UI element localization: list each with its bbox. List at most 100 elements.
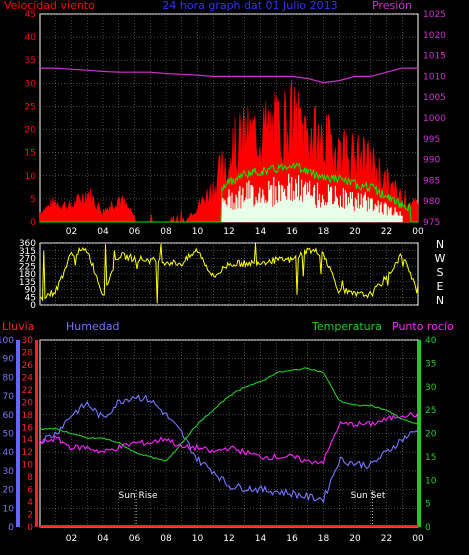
top-x-tick: 02 (66, 227, 77, 237)
top-right-tick: 1005 (423, 93, 446, 103)
rain-tick: 28 (22, 348, 34, 358)
temp-tick: 0 (425, 523, 431, 533)
bot-x-tick: 06 (129, 534, 141, 544)
top-x-tick: 00 (412, 227, 424, 237)
temp-tick: 5 (425, 500, 431, 510)
top-right-tick: 1025 (423, 10, 446, 20)
bot-x-tick: 10 (192, 534, 204, 544)
compass-label: N (436, 238, 444, 251)
rain-tick: 16 (22, 423, 34, 433)
pressure-series (40, 67, 418, 84)
temp-tick: 30 (425, 383, 437, 393)
humidity-tick: 60 (3, 411, 15, 421)
wind-gust-series (40, 161, 418, 223)
dewpoint-series (39, 411, 419, 465)
rain-tick: 10 (22, 461, 34, 471)
rain-tick: 6 (27, 486, 33, 496)
wind-pressure-chart: 0510152025303540459759809859909951000100… (25, 10, 447, 237)
top-right-tick: 1000 (423, 114, 446, 124)
compass-label: E (437, 280, 444, 293)
temp-tick: 10 (425, 476, 437, 486)
top-left-tick: 5 (30, 195, 36, 205)
top-left-tick: 20 (25, 126, 37, 136)
humidity-tick: 90 (3, 355, 15, 365)
mid-left-tick: 135 (19, 278, 36, 288)
top-left-tick: 35 (25, 56, 36, 66)
bot-x-tick: 12 (223, 534, 234, 544)
mid-left-tick: 90 (25, 286, 37, 296)
top-right-tick: 1020 (423, 31, 446, 41)
rain-tick: 8 (27, 473, 33, 483)
bot-x-tick: 22 (381, 534, 392, 544)
temp-tick: 40 (425, 336, 437, 346)
temperature-series (39, 367, 419, 462)
mid-left-tick: 225 (19, 262, 36, 272)
compass-label: N (436, 294, 444, 307)
wind-direction-series (39, 243, 419, 304)
sunset-annotation: Sun Set (351, 491, 386, 501)
mid-left-tick: 360 (19, 239, 36, 249)
humidity-tick: 20 (3, 486, 15, 496)
top-x-tick: 18 (318, 227, 330, 237)
humidity-tick: 30 (3, 467, 15, 477)
rain-tick: 2 (27, 511, 33, 521)
top-right-tick: 990 (423, 156, 440, 166)
rain-tick: 24 (22, 373, 34, 383)
mid-left-tick: 0 (30, 301, 36, 311)
rain-tick: 18 (22, 411, 34, 421)
bot-x-tick: 14 (255, 534, 267, 544)
pressure-label: Presión (372, 0, 412, 12)
rain-tick: 20 (22, 398, 34, 408)
top-left-tick: 0 (30, 218, 36, 228)
top-left-tick: 40 (25, 33, 37, 43)
top-x-tick: 08 (160, 227, 172, 237)
top-right-tick: 1010 (423, 72, 446, 82)
humidity-tick: 70 (3, 392, 15, 402)
humidity-series (39, 394, 419, 504)
top-right-tick: 995 (423, 135, 440, 145)
dewpoint-label: Punto rocío (392, 320, 454, 333)
bot-x-tick: 00 (412, 534, 424, 544)
rain-tick: 26 (22, 361, 34, 371)
humidity-tick: 50 (3, 430, 15, 440)
bot-x-tick: 04 (97, 534, 109, 544)
temp-axis-bar (418, 340, 421, 527)
bot-x-tick: 02 (66, 534, 77, 544)
top-left-tick: 45 (25, 10, 36, 20)
rain-label: Lluvia (2, 320, 34, 333)
temperature-label: Temperatura (311, 320, 382, 333)
top-x-tick: 16 (286, 227, 298, 237)
wind-speed-label: Velocidad viento (4, 0, 95, 12)
bot-x-tick: 20 (349, 534, 361, 544)
rain-axis-bar (35, 340, 38, 527)
top-x-tick: 12 (223, 227, 234, 237)
rain-tick: 4 (27, 498, 33, 508)
mid-left-tick: 180 (19, 270, 36, 280)
top-x-tick: 04 (97, 227, 109, 237)
humidity-tick: 80 (3, 373, 15, 383)
top-right-tick: 980 (423, 197, 440, 207)
compass-label: S (437, 266, 444, 279)
top-right-tick: 985 (423, 176, 440, 186)
top-x-tick: 14 (255, 227, 267, 237)
top-right-tick: 1015 (423, 52, 446, 62)
top-x-tick: 22 (381, 227, 392, 237)
temp-tick: 35 (425, 359, 436, 369)
top-x-tick: 10 (192, 227, 204, 237)
rain-tick: 12 (22, 448, 33, 458)
wind-speed-series (39, 79, 419, 223)
humidity-label: Humedad (66, 320, 119, 333)
wind-average-series (221, 173, 403, 222)
humidity-tick: 100 (0, 336, 14, 346)
compass-label: W (435, 252, 446, 265)
top-left-tick: 25 (25, 102, 36, 112)
top-left-tick: 10 (25, 172, 37, 182)
rain-tick: 22 (22, 386, 33, 396)
mid-left-tick: 45 (25, 293, 36, 303)
top-left-tick: 30 (25, 79, 37, 89)
rain-tick: 14 (22, 436, 34, 446)
temp-tick: 25 (425, 406, 436, 416)
top-right-tick: 975 (423, 218, 440, 228)
